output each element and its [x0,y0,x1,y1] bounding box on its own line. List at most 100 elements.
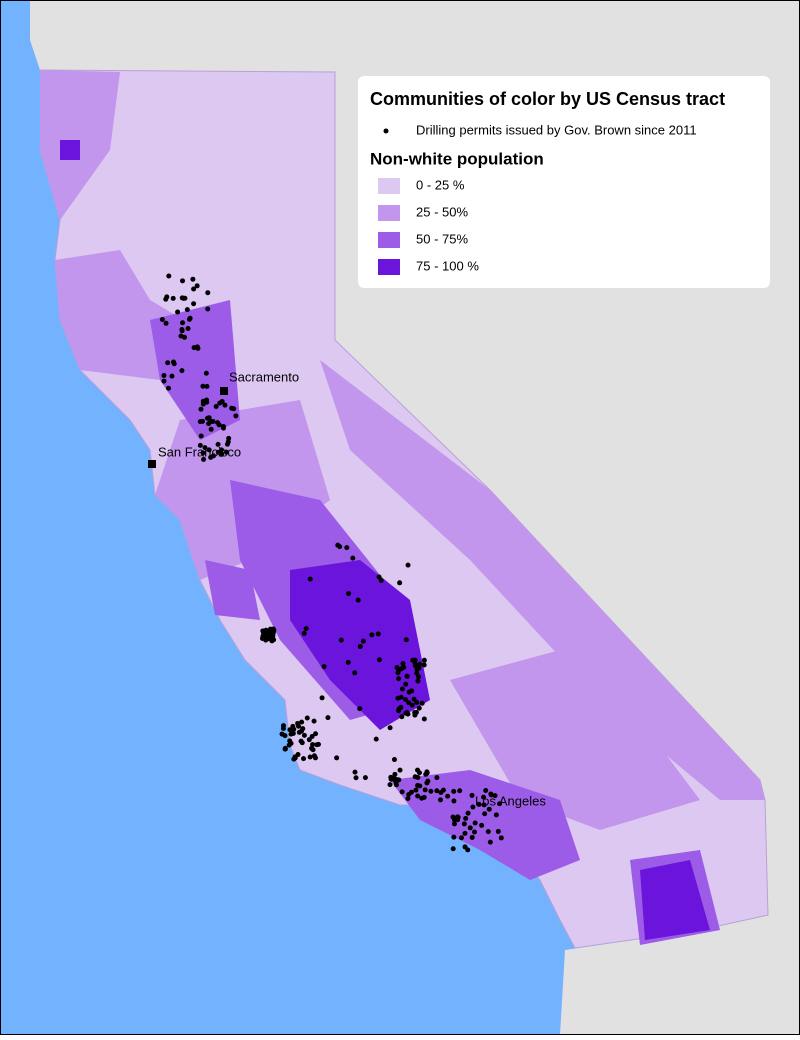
permit-dot [419,700,425,706]
permit-dot [296,723,302,729]
permit-dot [190,276,196,282]
permit-dot [290,730,296,736]
permit-dot [166,273,172,279]
permit-dot [319,695,325,701]
permit-dot [321,664,327,670]
permit-dot [178,333,184,339]
legend-swatch [378,205,400,221]
permit-dot [373,736,379,742]
permit-dot [208,419,214,425]
permit-dot [187,315,193,321]
permit-dot [203,370,209,376]
permit-dot [412,709,418,715]
permit-dot [469,792,475,798]
legend-class-label: 50 - 75% [416,231,468,246]
permit-dot [180,278,186,284]
legend-points-label: Drilling permits issued by Gov. Brown si… [416,122,697,137]
permit-dot [486,806,492,812]
permit-dot [220,425,226,431]
permit-dot [423,771,429,777]
permit-dot [405,795,411,801]
permit-dot [287,738,293,744]
permit-dot [229,405,235,411]
permit-dot [470,804,476,810]
permit-dot [415,678,421,684]
permit-dot [409,702,415,708]
permit-dot [440,787,446,793]
permit-dot [298,738,304,744]
permit-dot [392,771,398,777]
permit-dot [179,368,185,374]
permit-dot [424,780,430,786]
permit-dot [161,378,167,384]
legend: Communities of color by US Census tract … [358,76,770,288]
permit-dot [352,769,358,775]
permit-dot [415,793,421,799]
permit-dot [204,383,210,389]
permit-dot [310,747,316,753]
permit-dot [215,441,221,447]
permit-dot [451,821,457,827]
permit-dot [222,402,228,408]
permit-dot [208,426,214,432]
permit-dot [483,787,489,793]
permit-dot [260,633,266,639]
permit-dot [197,442,203,448]
permit-dot [387,725,393,731]
permit-dot [264,632,270,638]
permit-dot [200,401,206,407]
permit-dot [393,782,399,788]
permit-dot [414,699,420,705]
legend-class-label: 75 - 100 % [416,258,479,273]
permit-dot [226,435,232,441]
permit-dot [219,451,225,457]
permit-dot [415,767,421,773]
permit-dot [313,731,319,737]
permit-dot [421,716,427,722]
permit-dot [215,420,221,426]
permit-dot [445,793,451,799]
permit-dot [465,810,471,816]
permit-dot [410,657,416,663]
legend-swatch [378,178,400,194]
permit-dot [163,320,169,326]
permit-dot [400,660,406,666]
permit-dot [421,662,427,668]
permit-dot [487,839,493,845]
permit-dot [205,306,211,312]
permit-dot [399,789,405,795]
permit-dot [179,326,185,332]
permit-dot [200,450,206,456]
permit-dot [360,638,366,644]
permit-dot [406,700,412,706]
permit-dot [492,793,498,799]
drilling-permits [159,273,504,853]
permit-dot [287,727,293,733]
permit-dot [415,782,421,788]
permit-dot [334,755,340,761]
permit-dot [307,754,313,760]
permit-dot [482,811,488,817]
permit-dot [495,828,501,834]
permit-dot [378,577,384,583]
legend-swatch [378,259,400,275]
city-label: San Francisco [158,444,241,459]
tract-area [60,140,80,160]
permit-dot [421,657,427,663]
permit-dot [269,637,275,643]
permit-dot [310,742,316,748]
permit-dot [345,659,351,665]
permit-dot [498,835,504,841]
permit-dot [338,637,344,643]
permit-dot [204,397,210,403]
permit-dot [303,626,309,632]
permit-dot [409,688,415,694]
permit-dot [399,686,405,692]
permit-dot [391,757,397,763]
permit-dot [465,847,471,853]
permit-dot [312,755,318,761]
permit-dot [165,360,171,366]
permit-dot [434,788,440,794]
permit-dot [299,719,305,725]
